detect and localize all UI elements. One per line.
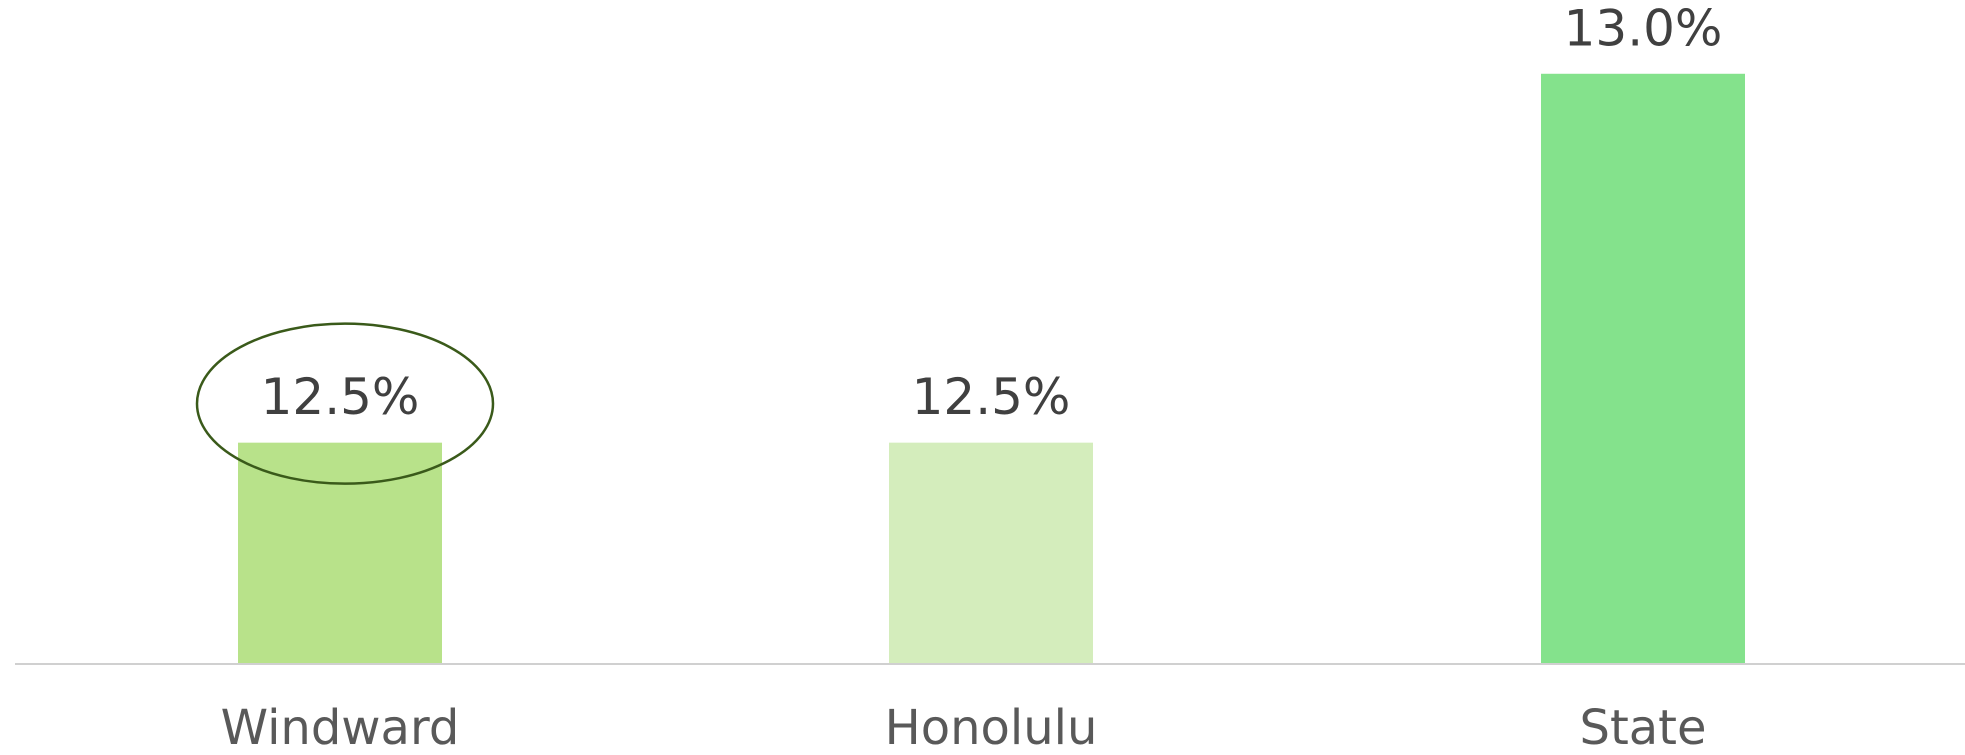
bar xyxy=(889,442,1093,664)
value-label: 12.5% xyxy=(912,368,1071,426)
highlight-ellipse xyxy=(195,322,495,485)
bar xyxy=(238,442,442,664)
x-tick-label: Honolulu xyxy=(885,700,1098,755)
x-tick-label: Windward xyxy=(221,700,460,755)
value-label: 12.5% xyxy=(261,368,420,426)
bar xyxy=(1541,73,1745,665)
x-tick-label: State xyxy=(1579,700,1706,755)
value-label: 13.0% xyxy=(1564,0,1723,57)
